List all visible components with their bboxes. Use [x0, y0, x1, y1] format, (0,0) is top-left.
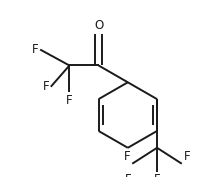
Text: F: F — [32, 43, 38, 56]
Text: O: O — [94, 19, 103, 32]
Text: F: F — [125, 173, 131, 177]
Text: F: F — [184, 150, 190, 163]
Text: F: F — [124, 150, 131, 163]
Text: F: F — [154, 173, 160, 177]
Text: F: F — [66, 94, 73, 107]
Text: F: F — [42, 80, 49, 93]
